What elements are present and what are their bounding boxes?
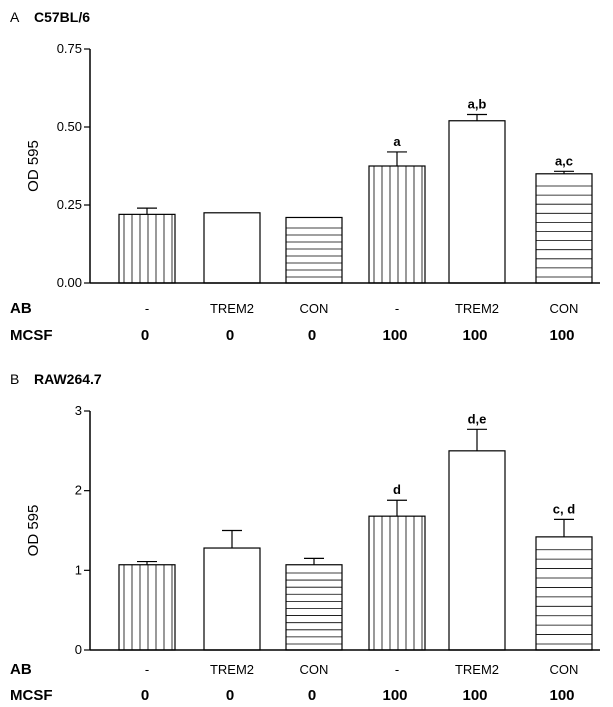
chart-panel-a: A C57BL/6 OD 595 0.00 0.25 0.50 0.75 - 0 TREM2 0 CO… (10, 9, 600, 344)
x-category-ab: TREM2 (210, 662, 254, 677)
significance-label: d (393, 482, 401, 497)
y-tick-label: 0 (75, 642, 82, 657)
bar-group (203, 529, 261, 651)
significance-label: c, d (553, 501, 575, 516)
significance-label: d,e (468, 411, 487, 426)
bar (368, 165, 426, 284)
x-category-mcsf: 0 (226, 687, 234, 704)
chart-title: RAW264.7 (34, 371, 102, 387)
x-category-ab: TREM2 (455, 662, 499, 677)
x-category-mcsf: 0 (308, 327, 316, 344)
x-category-ab: - (395, 301, 399, 316)
x-category-mcsf: 0 (308, 687, 316, 704)
panel-letter: B (10, 371, 19, 387)
row-label-mcsf: MCSF (10, 327, 53, 344)
y-tick-label: 0.00 (57, 275, 82, 290)
y-tick-label: 0.25 (57, 197, 82, 212)
row-label-ab: AB (10, 661, 32, 678)
row-label-ab: AB (10, 300, 32, 317)
bar-group (285, 216, 343, 284)
y-tick-label: 1 (75, 562, 82, 577)
y-tick-label: 0.75 (57, 41, 82, 56)
x-category-ab: TREM2 (210, 301, 254, 316)
bar (203, 547, 261, 651)
bar (118, 213, 176, 284)
x-category-mcsf: 0 (141, 327, 149, 344)
bar (448, 120, 506, 284)
y-axis-label: OD 595 (25, 505, 42, 557)
bar (535, 173, 593, 284)
x-category-ab: - (145, 301, 149, 316)
bar-group: a (368, 134, 426, 284)
bar-group (203, 212, 261, 284)
bar-group: a,c (535, 153, 593, 284)
bar (118, 564, 176, 651)
bar-group (285, 557, 343, 651)
bar (535, 536, 593, 651)
x-category-mcsf: 100 (549, 327, 574, 344)
x-category-mcsf: 100 (549, 687, 574, 704)
bar (203, 212, 261, 284)
chart-panel-b: B RAW264.7 OD 595 0 1 2 3 - 0 TREM2 0 CON 0 d - 100 d,e T… (10, 371, 600, 704)
chart-title: C57BL/6 (34, 9, 90, 25)
x-category-ab: CON (300, 662, 329, 677)
bar-group (118, 207, 176, 284)
bar-group: d,e (448, 411, 506, 651)
bar (368, 515, 426, 651)
bar-group: a,b (448, 97, 506, 284)
x-category-ab: CON (550, 662, 579, 677)
bar-group: d (368, 482, 426, 651)
x-category-ab: CON (300, 301, 329, 316)
bar-group (118, 560, 176, 651)
y-tick-label: 2 (75, 483, 82, 498)
panel-letter: A (10, 9, 20, 25)
bar (285, 216, 343, 284)
x-category-mcsf: 100 (462, 687, 487, 704)
significance-label: a (393, 134, 401, 149)
x-category-ab: - (145, 662, 149, 677)
x-category-mcsf: 100 (382, 327, 407, 344)
x-category-ab: CON (550, 301, 579, 316)
y-tick-label: 3 (75, 403, 82, 418)
significance-label: a,c (555, 153, 573, 168)
y-axis-label: OD 595 (25, 140, 42, 192)
x-category-mcsf: 0 (141, 687, 149, 704)
y-tick-label: 0.50 (57, 119, 82, 134)
row-label-mcsf: MCSF (10, 687, 53, 704)
bar-group: c, d (535, 501, 593, 651)
significance-label: a,b (468, 97, 487, 112)
x-category-mcsf: 0 (226, 327, 234, 344)
x-category-ab: - (395, 662, 399, 677)
x-category-mcsf: 100 (382, 687, 407, 704)
x-category-mcsf: 100 (462, 327, 487, 344)
bar (448, 450, 506, 651)
x-category-ab: TREM2 (455, 301, 499, 316)
